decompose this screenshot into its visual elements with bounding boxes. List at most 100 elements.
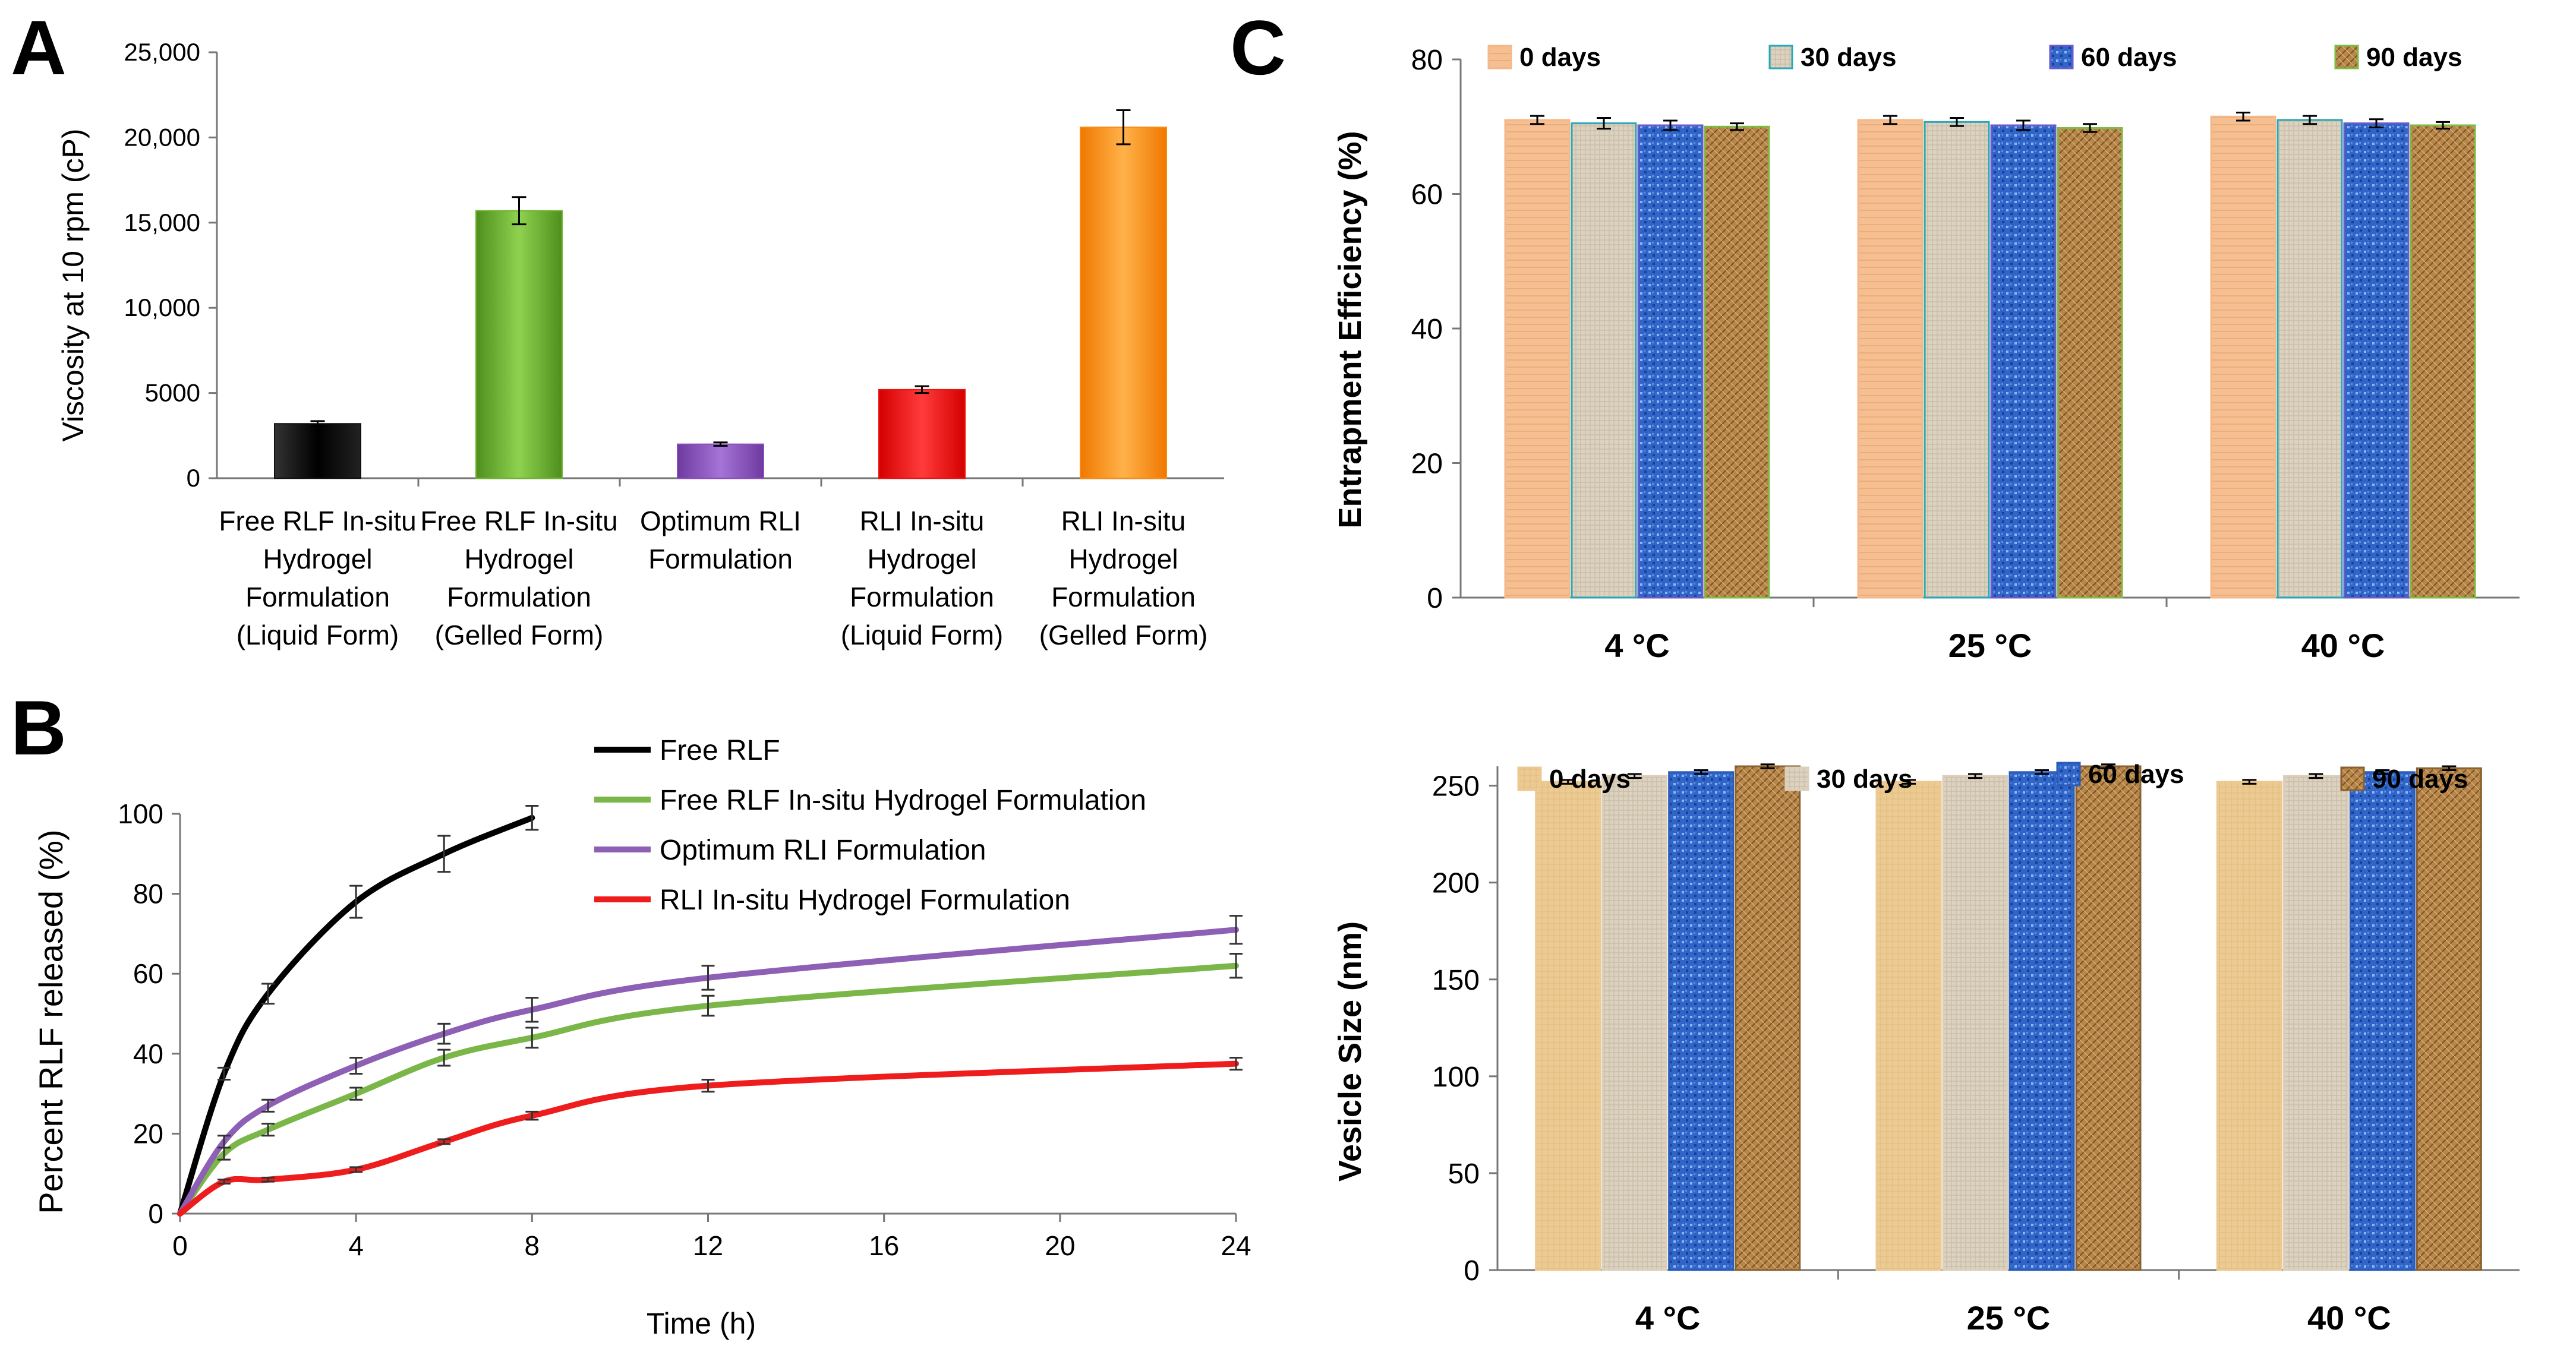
panel-a-category-label: Free RLF In-situ bbox=[219, 506, 416, 536]
panel-b-legend-label: Free RLF In-situ Hydrogel Formulation bbox=[660, 785, 1146, 816]
panel-label-c: C bbox=[1230, 4, 1286, 91]
panel-c-top-legend-label: 30 days bbox=[1801, 43, 1896, 72]
panel-b-ytick-label: 100 bbox=[118, 798, 163, 829]
panel-c-top-bar bbox=[2410, 124, 2476, 599]
panel-label-b: B bbox=[11, 684, 67, 771]
panel-c-bottom-bar bbox=[2349, 771, 2416, 1271]
panel-a-category-label: Hydrogel bbox=[464, 544, 573, 574]
panel-c-bottom-bar bbox=[2009, 771, 2075, 1271]
panel-label-a: A bbox=[11, 4, 67, 91]
panel-c-top-category-label: 25 °C bbox=[1948, 627, 2032, 664]
panel-a-category-label: Formulation bbox=[447, 582, 591, 612]
panel-c-bottom-legend-label: 60 days bbox=[2088, 760, 2184, 789]
panel-c-top-ytick-label: 60 bbox=[1411, 179, 1443, 211]
panel-a-bar-chart: Viscosity at 10 rpm (cP) 0 5000 10,000 15,0… bbox=[56, 38, 1224, 650]
panel-a-category-label: Free RLF In-situ bbox=[420, 506, 617, 536]
panel-c-top-ylabel: Entrapment Efficiency (%) bbox=[1332, 131, 1368, 528]
panel-c-top-bar bbox=[1571, 122, 1637, 599]
panel-c-bottom-ytick-label: 200 bbox=[1432, 868, 1480, 899]
panel-c-bottom-category-label: 4 °C bbox=[1635, 1299, 1701, 1337]
panel-c-top-category-label: 4 °C bbox=[1604, 627, 1670, 664]
panel-a-bar bbox=[1080, 127, 1167, 479]
panel-c-top-category-label: 40 °C bbox=[2301, 627, 2385, 664]
panel-c-bottom-bar bbox=[2216, 781, 2282, 1271]
panel-c-top-legend-label: 0 days bbox=[1519, 43, 1601, 72]
panel-c-top-bar bbox=[1704, 125, 1770, 599]
panel-b-series-line bbox=[177, 1060, 1239, 1217]
panel-c-top-legend-swatch bbox=[2334, 45, 2359, 70]
panel-c-bottom-ytick-label: 50 bbox=[1448, 1158, 1480, 1190]
panel-b-ytick-label: 60 bbox=[133, 958, 163, 989]
panel-a-category-label: (Liquid Form) bbox=[841, 620, 1004, 650]
panel-c-bottom-legend-swatch bbox=[2056, 762, 2081, 787]
panel-c-top-bar-chart: Entrapment Efficiency (%) 0 20 40 60 80 4 °C 2… bbox=[1332, 43, 2520, 664]
panel-c-bottom-legend-swatch bbox=[1517, 766, 1542, 791]
panel-c-top-bar bbox=[1504, 119, 1571, 599]
panel-c-top-bar bbox=[2277, 119, 2343, 599]
panel-a-category-label: RLI In-situ bbox=[1061, 506, 1186, 536]
panel-a-category-label: Optimum RLI bbox=[640, 506, 801, 536]
panel-a-category-label: Formulation bbox=[648, 544, 793, 574]
panel-c-top-ytick-label: 80 bbox=[1411, 45, 1443, 76]
panel-c-bottom-category-label: 25 °C bbox=[1967, 1299, 2051, 1337]
panel-c-bottom-legend-swatch bbox=[1784, 766, 1809, 791]
panel-b-legend-label: Free RLF bbox=[660, 735, 780, 766]
panel-b-ytick-label: 80 bbox=[133, 879, 163, 909]
panel-b-xtick-label: 12 bbox=[693, 1230, 723, 1261]
panel-c-top-bar bbox=[2210, 115, 2277, 599]
panel-c-bottom-ytick-label: 150 bbox=[1432, 965, 1480, 996]
panel-b-xtick-label: 4 bbox=[348, 1230, 364, 1261]
panel-c-bottom-bar bbox=[1942, 775, 2009, 1271]
panel-a-category-label: Hydrogel bbox=[1068, 544, 1178, 574]
panel-c-bottom-bar bbox=[1875, 781, 1942, 1271]
panel-a-ytick-label: 15,000 bbox=[124, 209, 200, 236]
panel-a-bar bbox=[878, 389, 966, 479]
panel-b-xtick-label: 24 bbox=[1221, 1230, 1251, 1261]
panel-a-bar bbox=[274, 423, 361, 479]
panel-b-xtick-label: 0 bbox=[172, 1230, 188, 1261]
panel-a-category-label: (Liquid Form) bbox=[237, 620, 399, 650]
panel-b-ytick-label: 20 bbox=[133, 1118, 163, 1149]
panel-c-top-legend-label: 60 days bbox=[2081, 43, 2177, 72]
panel-c-bottom-bar-chart: Vesicle Size (nm) 0 50 100 150 200 250 4 °C 25 … bbox=[1332, 760, 2520, 1337]
panel-b-legend-label: Optimum RLI Formulation bbox=[660, 835, 986, 866]
panel-b-line-chart: Time (h) Percent RLF released (%) 020406… bbox=[32, 735, 1251, 1340]
panel-c-bottom-category-label: 40 °C bbox=[2307, 1299, 2391, 1337]
panel-b-ytick-label: 0 bbox=[148, 1198, 163, 1229]
panel-a-bar bbox=[475, 210, 563, 479]
panel-c-bottom-bar bbox=[2282, 775, 2349, 1271]
panel-a-ytick-label: 5000 bbox=[145, 379, 200, 407]
panel-a-ytick-label: 20,000 bbox=[124, 123, 200, 151]
panel-c-bottom-legend-swatch bbox=[2340, 766, 2365, 791]
panel-a-bar bbox=[677, 443, 764, 479]
panel-c-bottom-ytick-label: 0 bbox=[1464, 1255, 1480, 1287]
panel-c-top-bar bbox=[2057, 127, 2123, 599]
panel-b-ylabel: Percent RLF released (%) bbox=[32, 829, 70, 1214]
panel-c-bottom-bar bbox=[2416, 767, 2482, 1271]
panel-b-series-line bbox=[177, 927, 1239, 1217]
panel-a-category-label: RLI In-situ bbox=[860, 506, 985, 536]
panel-c-top-ytick-label: 40 bbox=[1411, 314, 1443, 345]
panel-a-category-label: (Gelled Form) bbox=[1039, 620, 1208, 650]
panel-b-legend-label: RLI In-situ Hydrogel Formulation bbox=[660, 885, 1070, 916]
panel-c-bottom-ytick-label: 100 bbox=[1432, 1062, 1480, 1093]
panel-b-ytick-label: 40 bbox=[133, 1038, 163, 1069]
panel-c-top-bar bbox=[1990, 124, 2057, 599]
panel-a-ytick-label: 0 bbox=[187, 464, 200, 492]
panel-b-xlabel: Time (h) bbox=[647, 1307, 756, 1340]
panel-b-xtick-label: 20 bbox=[1045, 1230, 1075, 1261]
panel-c-bottom-bar bbox=[1535, 781, 1601, 1271]
panel-c-top-legend-swatch bbox=[1768, 45, 1793, 70]
panel-c-bottom-legend-label: 0 days bbox=[1549, 765, 1631, 794]
panel-c-bottom-bar bbox=[2075, 765, 2142, 1271]
panel-b-series-line bbox=[177, 962, 1239, 1217]
panel-a-ytick-label: 25,000 bbox=[124, 38, 200, 66]
panel-c-bottom-legend-label: 90 days bbox=[2372, 765, 2468, 794]
panel-c-bottom-ytick-label: 250 bbox=[1432, 771, 1480, 803]
panel-c-top-bar bbox=[1637, 124, 1704, 599]
panel-c-bottom-bar bbox=[1601, 775, 1668, 1271]
panel-a-category-label: (Gelled Form) bbox=[435, 620, 604, 650]
panel-a-category-label: Formulation bbox=[1051, 582, 1196, 612]
panel-c-top-ytick-label: 20 bbox=[1411, 448, 1443, 480]
